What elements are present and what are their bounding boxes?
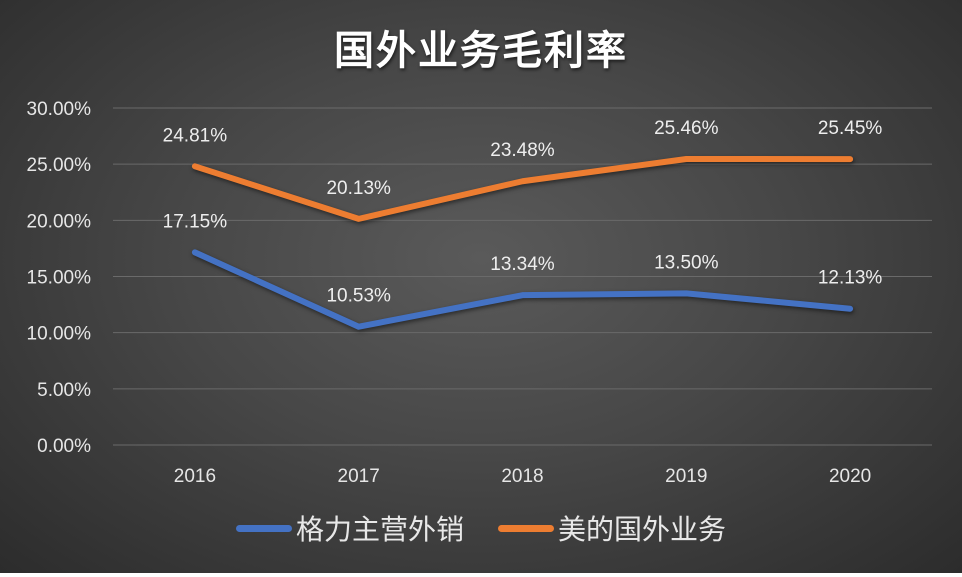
series-line-2 — [191, 155, 854, 222]
legend-label: 美的国外业务 — [558, 513, 727, 546]
x-tick-label: 2016 — [174, 466, 216, 487]
x-tick-label: 2018 — [501, 466, 543, 487]
data-label: 13.34% — [490, 254, 555, 275]
chart-title: 国外业务毛利率 — [334, 28, 628, 74]
legend-item-midea[interactable]: 美的国外业务 — [498, 508, 726, 548]
x-tick-label: 2019 — [665, 466, 707, 487]
y-tick-label: 30.00% — [27, 99, 92, 120]
y-tick-label: 25.00% — [27, 155, 92, 176]
data-label: 13.50% — [654, 252, 719, 273]
data-label: 24.81% — [163, 125, 228, 146]
data-label: 25.46% — [654, 118, 719, 139]
y-tick-label: 0.00% — [37, 436, 91, 457]
x-tick-label: 2017 — [338, 466, 380, 487]
legend-swatch-blue — [235, 524, 292, 532]
y-tick-label: 10.00% — [27, 324, 92, 345]
data-label: 25.45% — [818, 118, 883, 139]
legend-swatch-orange — [498, 524, 554, 532]
data-label: 17.15% — [163, 211, 228, 232]
y-tick-label: 5.00% — [37, 380, 91, 401]
x-tick-label: 2020 — [829, 466, 871, 487]
data-label: 20.13% — [326, 178, 391, 199]
legend-item-gree[interactable]: 格力主营外销 — [235, 508, 464, 548]
y-tick-label: 15.00% — [27, 268, 92, 289]
data-label: 23.48% — [490, 140, 555, 161]
data-label: 10.53% — [326, 286, 391, 307]
y-tick-label: 20.00% — [27, 211, 92, 232]
legend: 格力主营外销 美的国外业务 — [0, 508, 962, 548]
legend-label: 格力主营外销 — [295, 513, 464, 546]
data-label: 12.13% — [818, 268, 883, 289]
